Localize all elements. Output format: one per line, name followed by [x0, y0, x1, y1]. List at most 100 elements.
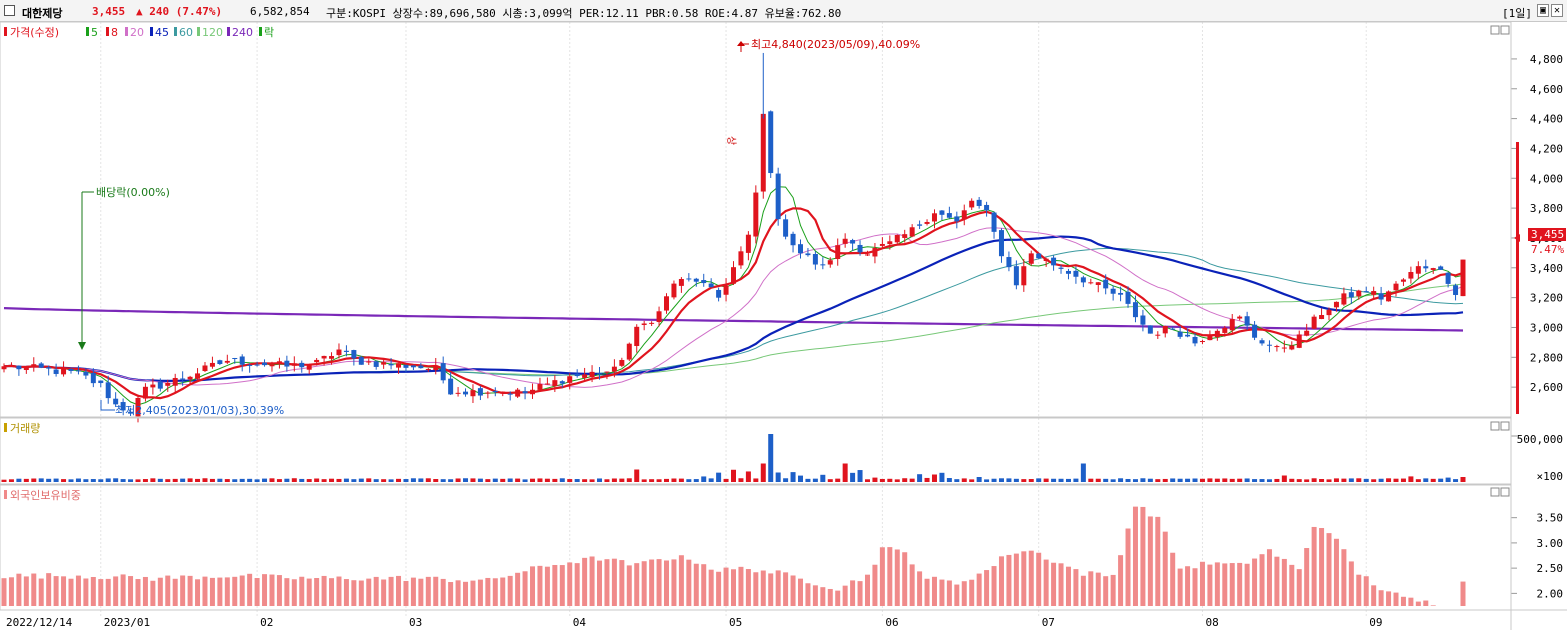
volume-bar [373, 479, 379, 482]
volume-bar [128, 479, 134, 482]
volume-bar [805, 478, 811, 482]
volume-bar [991, 478, 997, 482]
foreign-bar [1348, 561, 1354, 606]
foreign-bar [1371, 585, 1377, 606]
volume-bar [1311, 478, 1317, 482]
volume-bar [1363, 478, 1369, 482]
foreign-bar [1326, 533, 1332, 606]
volume-bar [470, 478, 476, 482]
candle-body [1199, 341, 1205, 343]
legend-ma45: 45 [155, 26, 169, 39]
price-tick-label: 3,800 [1530, 202, 1563, 215]
volume-bar [530, 478, 536, 482]
close-icon[interactable]: ✕ [1551, 4, 1563, 17]
foreign-bar [1013, 553, 1019, 606]
restore-icon[interactable]: ▣ [1537, 4, 1549, 17]
volume-legend: 거래량 [4, 422, 40, 435]
volume-bar [172, 478, 178, 482]
volume-bar [1199, 478, 1205, 482]
candle-body [1073, 270, 1079, 277]
candle-body [656, 311, 662, 323]
volume-bar [463, 478, 469, 482]
panel-buttons[interactable] [1490, 25, 1510, 497]
foreign-bar [1393, 592, 1399, 606]
candle-body [16, 365, 22, 370]
candle-body [1132, 302, 1138, 318]
price-tag-text: 3,455 [1531, 228, 1564, 241]
foreign-bar [61, 576, 67, 606]
candle-body [463, 391, 469, 395]
select-checkbox[interactable] [4, 5, 15, 16]
candle-body [805, 253, 811, 256]
candle-body [1423, 266, 1429, 269]
volume-bar [299, 478, 305, 482]
volume-bar [820, 474, 826, 482]
foreign-bar [172, 578, 178, 606]
foreign-bar [1177, 568, 1183, 606]
foreign-legend: 외국인보유비중 [4, 489, 81, 502]
foreign-bar [202, 576, 208, 606]
candle-body [931, 213, 937, 222]
candle-body [299, 362, 305, 368]
candle-body [1296, 334, 1302, 348]
period-button[interactable]: [1일] [1502, 7, 1532, 20]
volume-bar [850, 472, 856, 482]
candle-body [827, 260, 833, 265]
foreign-bar [343, 579, 349, 606]
candle-body [1207, 335, 1213, 341]
foreign-bar [98, 579, 104, 606]
legend-ma5: 5 [91, 26, 98, 39]
candle-body [1438, 266, 1444, 270]
volume-bar [760, 463, 766, 482]
foreign-bar [783, 572, 789, 606]
legend-ex-marker: 락 [264, 26, 274, 39]
volume-bar [1214, 478, 1220, 482]
foreign-bar [738, 566, 744, 606]
x-axis-label: 05 [729, 616, 742, 629]
foreign-bar [522, 571, 528, 606]
ma240-line [3, 307, 1464, 332]
candle-body [924, 221, 930, 224]
volume-bar [686, 479, 692, 482]
foreign-bar [1170, 552, 1176, 606]
foreign-bar [142, 576, 148, 606]
volume-bar [1058, 478, 1064, 482]
candle-body [1, 366, 7, 370]
foreign-bar [1192, 568, 1198, 606]
volume-bar [120, 479, 126, 482]
foreign-bar [812, 585, 818, 606]
candle-body [336, 349, 342, 356]
x-axis-label: 2022/12/14 [6, 616, 73, 629]
volume-bar [247, 478, 253, 482]
candle-body [113, 398, 119, 405]
stock-name[interactable]: 대한제당 [22, 7, 63, 20]
volume-bar [306, 479, 312, 482]
foreign-bar [790, 575, 796, 606]
volume-bar [1021, 479, 1027, 482]
volume-bar [53, 478, 59, 482]
volume-bar [291, 478, 297, 482]
dividend-annotation: 배당락(0.00%) [78, 186, 170, 350]
volume-bar [1207, 478, 1213, 482]
candle-body [1341, 293, 1347, 305]
volume-bar [864, 479, 870, 482]
candle-body [291, 363, 297, 366]
price-tick-label: 4,000 [1530, 172, 1563, 185]
foreign-bar [1155, 516, 1161, 606]
candle-body [678, 278, 684, 286]
candle-body [1363, 291, 1369, 293]
candle-body [567, 376, 573, 383]
foreign-bar [515, 572, 521, 606]
volume-bar [1341, 478, 1347, 482]
foreign-bar [209, 577, 215, 606]
candle-body [329, 356, 335, 359]
candle-body [1147, 325, 1153, 334]
volume-bar [634, 469, 640, 482]
candle-body [306, 364, 312, 370]
candle-body [515, 389, 521, 397]
foreign-bar [1147, 516, 1153, 606]
candle-body [708, 283, 714, 288]
foreign-bar [224, 577, 230, 606]
candle-body [1088, 282, 1094, 284]
candle-body [1311, 316, 1317, 329]
